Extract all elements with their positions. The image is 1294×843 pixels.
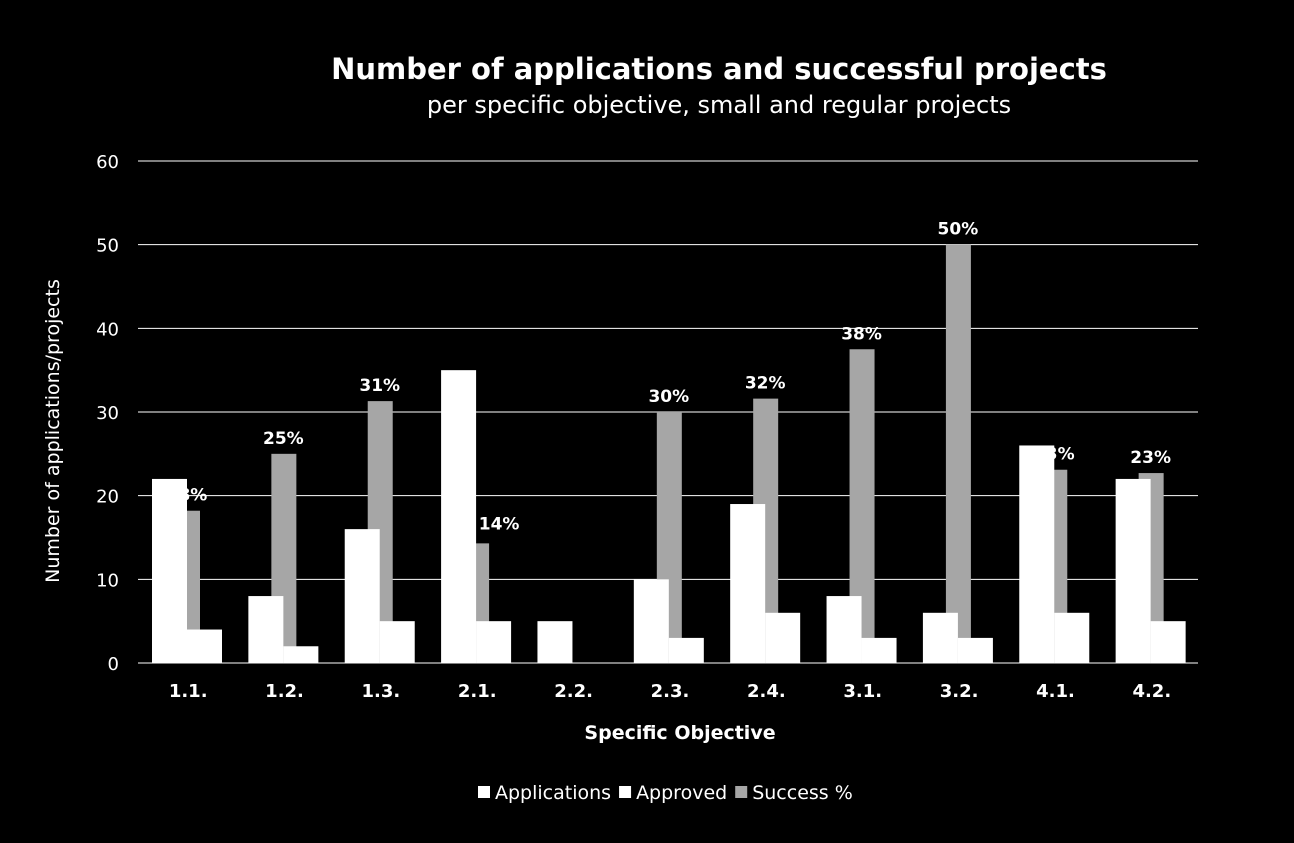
x-tick-label: 2.2. <box>554 681 593 702</box>
x-tick-label: 2.3. <box>651 681 690 702</box>
bar-approved <box>476 621 512 663</box>
x-tick-label: 4.2. <box>1132 681 1171 702</box>
x-axis-ticks: 1.1. 1.2. 1.3. 2.1. 2.2. 2.3. 2.4. 3.1. 3.2. 4.1.… <box>169 681 1171 702</box>
data-label-success-pct: 18% <box>167 486 208 506</box>
data-label-success-pct: 30% <box>648 387 689 407</box>
data-label-success-pct: 23% <box>1034 445 1075 465</box>
bar-approved <box>861 637 897 663</box>
legend-label: Success % <box>752 782 853 804</box>
bar-applications <box>537 621 573 663</box>
bar-success-pct <box>945 244 971 663</box>
data-label-success-pct: 32% <box>745 374 786 394</box>
bar-applications <box>441 370 477 663</box>
data-label-success-pct: 23% <box>1130 448 1171 468</box>
legend-swatch <box>619 786 632 798</box>
bar-applications <box>826 596 862 663</box>
x-tick-label: 1.3. <box>362 681 401 702</box>
bar-approved <box>1150 621 1186 663</box>
y-axis-ticks: 0 10 20 30 40 50 60 <box>96 152 119 675</box>
legend-label: Approved <box>636 782 727 804</box>
bar-applications <box>633 579 669 663</box>
chart-title: Number of applications and successful pr… <box>331 52 1107 86</box>
y-tick-label: 10 <box>96 570 119 591</box>
legend: Applications Approved Success % <box>478 782 853 804</box>
data-label-success-pct: 38% <box>841 324 882 344</box>
y-tick-label: 30 <box>96 403 119 424</box>
x-tick-label: 2.4. <box>747 681 786 702</box>
data-label-success-pct: 14% <box>479 514 520 534</box>
y-tick-label: 0 <box>108 654 119 675</box>
bar-approved <box>379 621 415 663</box>
bar-approved <box>187 629 222 663</box>
legend-label: Applications <box>495 782 611 804</box>
bar-applications <box>1019 445 1055 663</box>
x-tick-label: 3.2. <box>940 681 979 702</box>
x-tick-label: 1.1. <box>169 681 208 702</box>
y-axis-title: Number of applications/projects <box>42 279 64 583</box>
bar-applications <box>1115 478 1151 663</box>
y-tick-label: 40 <box>96 319 119 340</box>
legend-swatch <box>478 786 490 798</box>
data-label-success-pct: 31% <box>359 376 400 396</box>
bar-applications <box>730 504 766 663</box>
y-tick-label: 20 <box>96 487 119 508</box>
x-axis-title: Specific Objective <box>584 722 775 744</box>
data-labels: 18% 25% 31% 14% 30% 32% 38% 50% 23% 23% <box>167 220 1171 535</box>
x-tick-label: 2.1. <box>458 681 497 702</box>
x-tick-label: 4.1. <box>1036 681 1075 702</box>
y-tick-label: 50 <box>96 236 119 257</box>
bar-applications <box>922 612 958 663</box>
bar-applications <box>248 596 284 663</box>
bar-applications <box>152 478 187 663</box>
bar-approved <box>957 637 993 663</box>
x-tick-label: 1.2. <box>265 681 304 702</box>
legend-swatch <box>735 786 748 798</box>
bar-approved <box>1054 612 1090 663</box>
bar-approved <box>668 637 704 663</box>
bars <box>152 244 1186 663</box>
bar-approved <box>283 646 319 663</box>
bar-applications <box>344 529 380 663</box>
y-tick-label: 60 <box>96 152 119 173</box>
bar-approved <box>765 612 801 663</box>
data-label-success-pct: 50% <box>938 220 979 240</box>
x-tick-label: 3.1. <box>843 681 882 702</box>
chart-subtitle: per specific objective, small and regula… <box>427 91 1011 119</box>
data-label-success-pct: 25% <box>263 429 304 449</box>
